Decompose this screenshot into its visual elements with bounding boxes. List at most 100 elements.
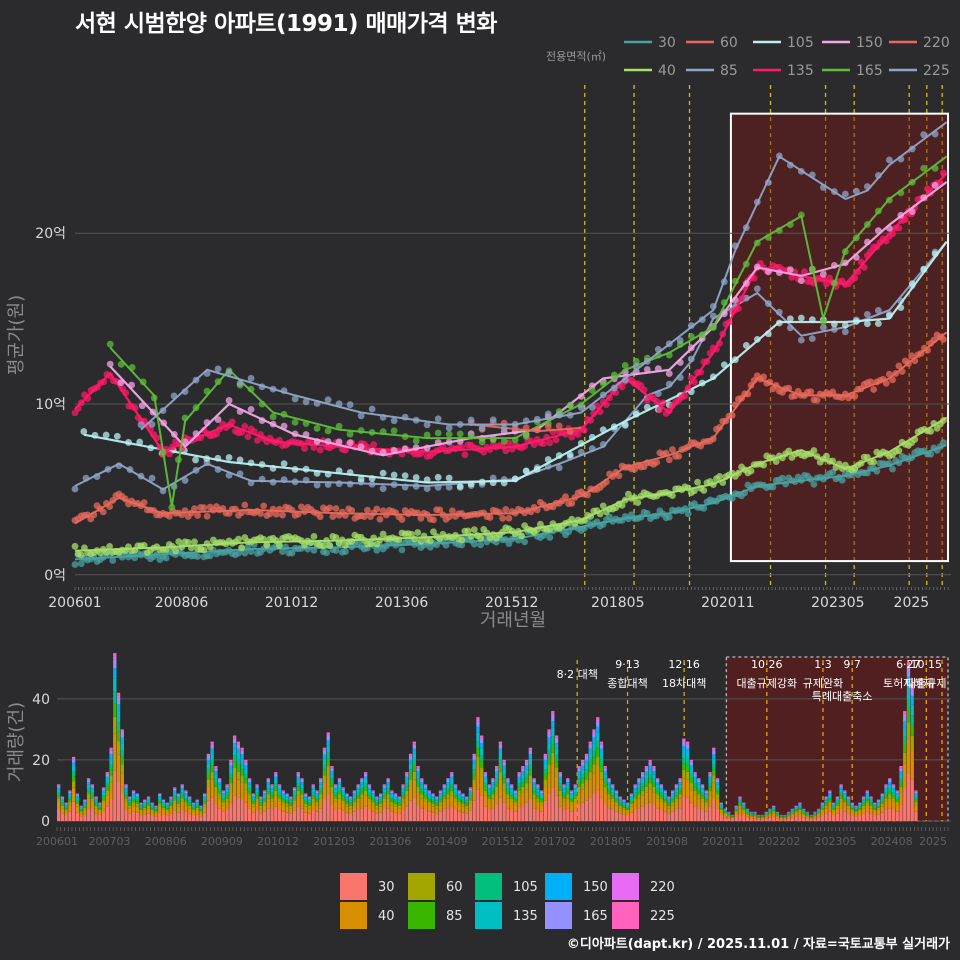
volume-bar [453,787,458,790]
volume-bar [547,750,551,757]
volume-bar [420,784,424,789]
volume-bar [539,811,544,821]
volume-bar [648,762,652,766]
volume-bar [116,741,121,755]
volume-bar [315,811,319,821]
volume-bar [296,774,300,777]
volume-bar [611,789,615,793]
volume-bar [173,797,177,801]
volume-bar [382,795,387,799]
data-point [148,474,156,482]
volume-bar [768,809,772,810]
volume-bar [798,805,802,807]
volume-bar [266,778,270,780]
volume-bar [461,803,465,807]
volume-bar [558,783,562,787]
volume-bar [116,731,121,742]
bottom-legend-key-150 [545,873,572,900]
data-point [851,392,859,400]
volume-bar [401,784,405,786]
volume-bar [203,803,207,807]
legend-label-220: 220 [923,35,950,51]
volume-bar [292,803,297,811]
volume-bar [203,806,207,813]
volume-bar [790,812,795,814]
data-point [940,335,947,343]
data-point [500,424,508,432]
volume-bar [465,803,469,806]
volume-bar [858,804,862,806]
volume-bar [262,799,267,803]
volume-bar [322,769,327,776]
volume-bar [311,785,315,788]
volume-bar [341,788,345,791]
volume-bar [64,809,68,812]
volume-bar [689,789,693,803]
volume-bar [199,810,203,812]
data-point [477,534,485,542]
volume-bar [513,802,518,806]
volume-bar [457,795,461,798]
volume-bar [521,804,525,821]
volume-bar [708,776,712,780]
volume-bar [382,784,387,786]
volume-bar [693,776,697,780]
volume-bar [274,774,278,777]
volume-bar [266,782,270,785]
volume-bar [349,808,353,814]
volume-bar [906,662,911,666]
volume-bar [60,805,65,809]
volume-bar [674,785,679,786]
volume-bar [509,787,514,790]
volume-bar [569,795,574,798]
data-point [478,425,486,432]
volume-bar [300,782,304,785]
volume-bar [869,805,873,809]
data-point [291,395,299,403]
data-point [346,401,354,409]
volume-bar [345,806,349,813]
volume-bar [150,806,154,809]
data-point [390,417,398,425]
volume-bar [914,811,918,821]
volume-bar [652,767,656,769]
volume-bar [502,762,506,766]
volume-bar [629,794,634,795]
volume-bar [75,799,80,802]
volume-bar [281,791,285,792]
data-point [77,551,85,559]
volume-bar [453,789,458,793]
volume-bar [715,782,720,785]
volume-bar [888,798,892,809]
volume-bar [764,818,768,821]
volume-bar [865,802,869,806]
volume-bar [352,811,357,821]
volume-bar [476,719,480,722]
volume-y-tick-label: 0 [41,814,50,830]
data-point [470,526,478,534]
volume-bar [629,801,634,804]
volume-bar [274,783,278,787]
volume-bar [655,784,660,789]
volume-bar [700,785,705,786]
bottom-legend-label-40: 40 [378,909,395,924]
volume-bar [158,794,162,795]
volume-bar [820,809,825,812]
volume-bar [730,819,735,821]
volume-bar [397,805,401,809]
volume-bar [491,779,495,780]
volume-bar [468,800,473,804]
volume-bar [626,808,630,810]
volume-bar [300,779,304,780]
volume-bar [663,791,667,794]
volume-bar [622,801,626,803]
volume-bar [487,792,491,796]
volume-bar [420,808,424,821]
volume-bar [678,782,682,785]
volume-bar [828,791,832,794]
volume-bar [101,803,106,811]
volume-bar [68,797,72,800]
volume-bar [588,748,592,754]
data-point [376,515,384,523]
volume-bar [79,811,83,814]
